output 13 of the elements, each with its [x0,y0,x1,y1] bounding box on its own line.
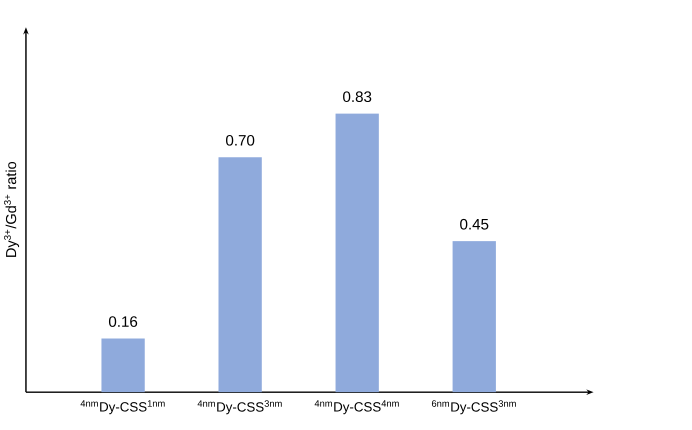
data-label: 0.83 [343,91,372,102]
data-label: 0.45 [460,218,488,230]
y-axis-title: Dy$^{3+}$/Gd$^{3+}$ ratio [4,162,20,257]
bar [101,338,145,392]
data-label: 0.16 [108,316,138,327]
x-tick-label: $^{4nm}$Dy-CSS$^{3nm}$ [198,400,282,414]
x-tick-label: $^{6nm}$Dy-CSS$^{3nm}$ [432,400,516,414]
data-label: 0.70 [226,134,254,146]
x-tick-label: $^{4nm}$Dy-CSS$^{1nm}$ [80,400,165,414]
bar [452,240,496,392]
x-tick-label: $^{4nm}$Dy-CSS$^{4nm}$ [314,400,399,414]
bar [336,113,379,392]
bar [218,157,262,392]
